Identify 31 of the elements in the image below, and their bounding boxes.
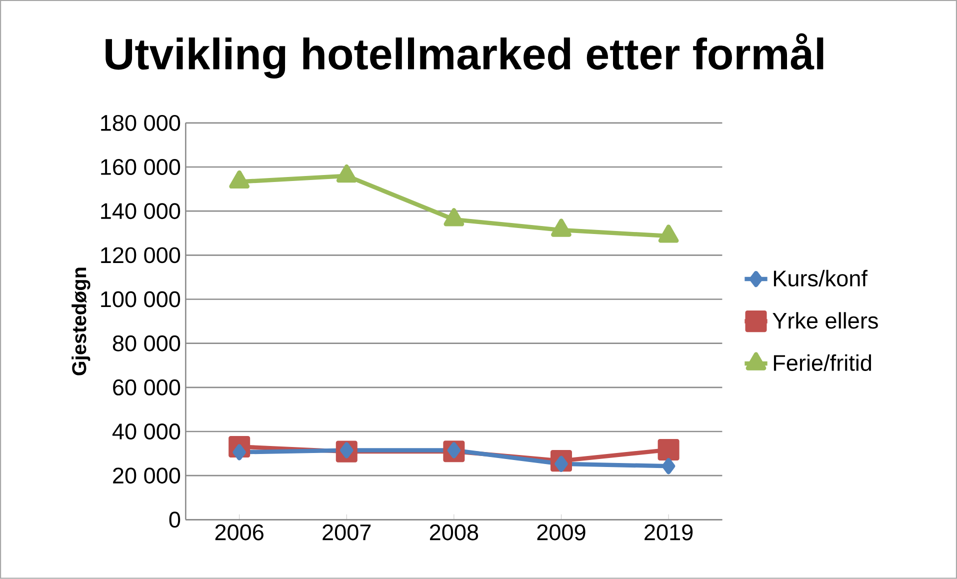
- point: [662, 458, 676, 474]
- x-tick-label: 2008: [430, 524, 478, 540]
- y-tick-label: 60 000: [113, 380, 180, 396]
- legend-label: Ferie/fritid: [774, 354, 872, 372]
- legend-label: Yrke ellers: [772, 312, 878, 329]
- x-tick-label: 2019: [644, 524, 693, 540]
- point: [658, 224, 679, 243]
- point: [229, 170, 250, 189]
- y-tick-label: 160 000: [101, 159, 180, 176]
- point: [551, 218, 572, 237]
- x-tick-label: 2007: [322, 524, 371, 540]
- point: [444, 208, 464, 226]
- y-tick-label: 40 000: [112, 424, 180, 440]
- y-tick-label: 180 000: [101, 115, 180, 132]
- point: [340, 442, 354, 458]
- point: [336, 164, 357, 183]
- y-tick-label: 0: [169, 512, 180, 528]
- legend-label: Kurs/konf: [774, 270, 868, 287]
- point: [554, 456, 568, 472]
- y-axis-title: Gjestedøgn: [72, 268, 90, 376]
- x-tick-label: 2009: [537, 524, 586, 540]
- y-tick-label: 120 000: [101, 247, 180, 264]
- point: [232, 444, 246, 460]
- y-tick-label: 100 000: [101, 291, 180, 308]
- chart-title: Utvikling hotellmarked etter formål: [106, 33, 824, 79]
- point: [658, 439, 680, 461]
- x-tick-label: 2006: [215, 524, 264, 540]
- y-tick-label: 20 000: [113, 468, 180, 484]
- y-tick-label: 140 000: [101, 203, 180, 220]
- point: [447, 442, 461, 458]
- y-tick-label: 80 000: [112, 335, 180, 352]
